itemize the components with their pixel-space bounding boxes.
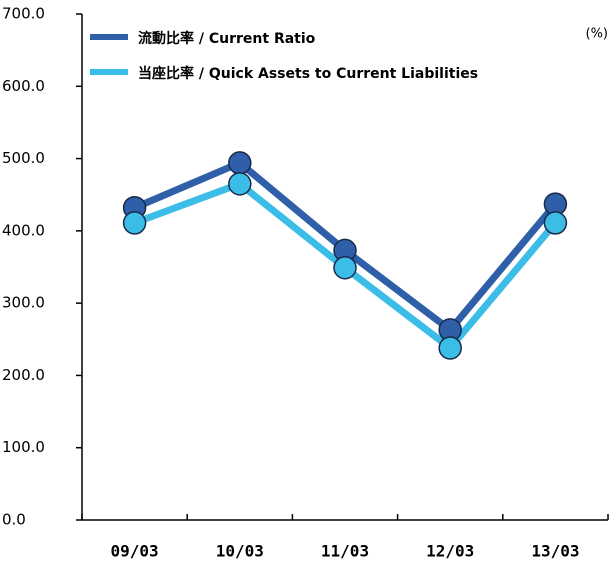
- y-tick-label: 0.0: [2, 511, 26, 529]
- y-tick-label: 500.0: [2, 149, 45, 167]
- x-tick-label: 10/03: [216, 542, 264, 561]
- y-tick-label: 600.0: [2, 77, 45, 95]
- data-point: [122, 211, 147, 235]
- data-point: [333, 255, 357, 280]
- y-tick-label: 700.0: [2, 5, 45, 23]
- data-point: [228, 172, 252, 196]
- y-tick-label: 200.0: [2, 366, 45, 384]
- y-tick-label: 400.0: [2, 221, 45, 239]
- y-tick-label: 100.0: [2, 438, 45, 456]
- legend-label: 当座比率 / Quick Assets to Current Liabiliti…: [138, 65, 478, 82]
- data-point: [438, 336, 462, 360]
- data-point: [228, 151, 252, 175]
- x-tick-label: 12/03: [426, 542, 474, 561]
- x-tick-label: 09/03: [111, 542, 159, 561]
- legend-label: 流動比率 / Current Ratio: [138, 30, 316, 47]
- y-tick-label: 300.0: [2, 294, 45, 312]
- data-point: [543, 211, 568, 235]
- x-tick-label: 13/03: [531, 542, 579, 561]
- x-tick-label: 11/03: [321, 542, 369, 561]
- unit-label: (%): [586, 27, 609, 42]
